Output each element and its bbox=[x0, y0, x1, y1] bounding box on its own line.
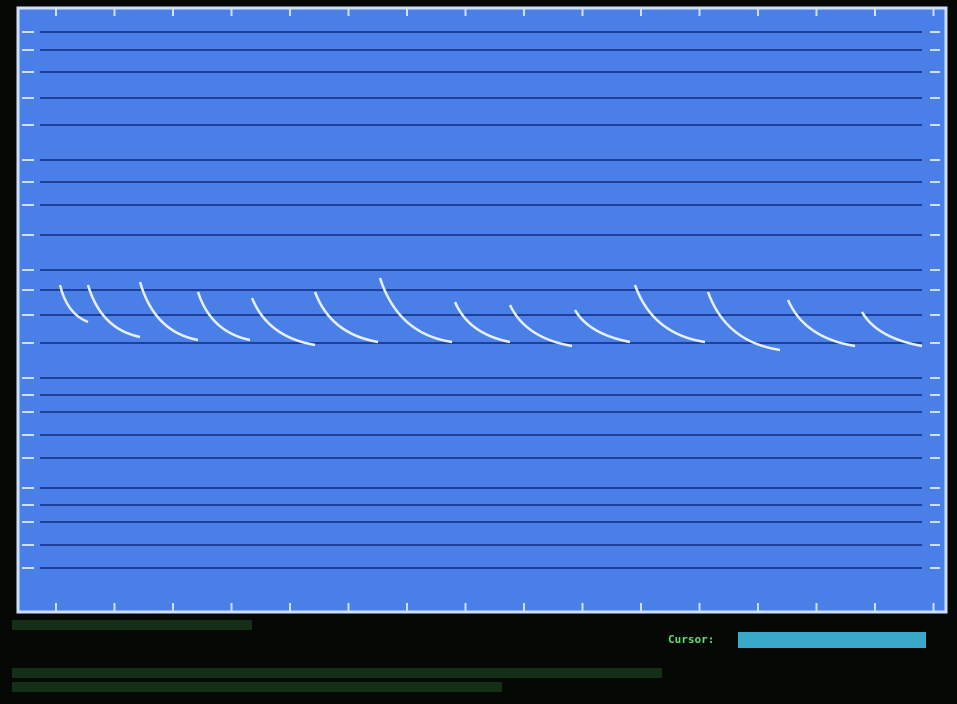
screen: Cursor: bbox=[0, 0, 957, 704]
cursor-label: Cursor: bbox=[668, 633, 714, 646]
page: Cursor: (() => { const data = JSON.parse… bbox=[0, 0, 957, 704]
cursor-field bbox=[738, 632, 926, 648]
status-line bbox=[12, 620, 252, 630]
status-line bbox=[12, 682, 502, 692]
status-line bbox=[12, 668, 662, 678]
